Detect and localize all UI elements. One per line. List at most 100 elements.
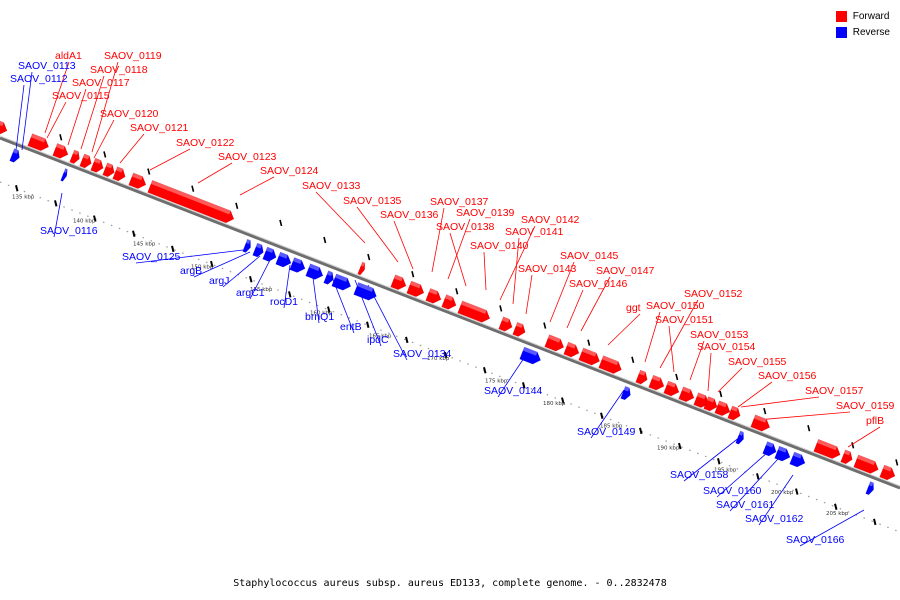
forward-gene-body [52,143,69,159]
forward-gene-leader [689,340,705,381]
upper-tick [543,322,547,329]
reverse-gene-label: SAOV_0166 [786,534,845,546]
reverse-gene-shine [868,481,874,487]
upper-tick [807,425,811,432]
forward-gene-body [578,347,600,366]
upper-tick [587,339,591,346]
upper-tick [499,305,503,312]
forward-gene-leader [93,119,115,159]
reverse-gene [323,270,334,285]
reverse-gene [9,148,20,163]
forward-gene-label: SAOV_0147 [596,265,655,277]
reverse-gene-shine [738,430,744,436]
upper-tick [895,459,899,466]
forward-gene-label: SAOV_0146 [569,278,628,290]
forward-gene-label: SAOV_0142 [521,214,580,226]
forward-gene-body [357,261,366,276]
reverse-gene-leader [53,192,63,238]
reverse-gene-body [620,385,631,401]
reverse-gene-body [353,282,377,301]
forward-gene [69,149,80,164]
forward-gene [457,300,491,323]
forward-gene-body [714,400,731,417]
forward-gene-leader [149,148,191,171]
forward-gene-label: SAOV_0150 [646,300,705,312]
forward-gene-leader [756,411,851,421]
scale-label: 195 kbp [714,468,737,474]
reverse-gene [762,441,777,457]
reverse-gene-label: SAOV_0144 [484,385,543,397]
forward-gene [52,143,69,159]
forward-gene-shine [515,322,523,329]
forward-gene-body [441,294,457,310]
forward-gene-shine [409,280,421,289]
forward-gene-shine [856,454,876,465]
forward-gene-shine [717,400,727,408]
forward-gene-leader [847,426,881,448]
forward-gene-leader [393,220,414,270]
forward-gene-body [498,316,513,332]
upper-tick [411,271,415,278]
forward-gene-body [544,334,565,352]
reverse-gene-leader [799,509,865,547]
forward-gene [727,405,741,421]
forward-gene-leader [580,276,611,332]
scale-tick [405,336,409,344]
reverse-gene-leader [497,357,525,398]
scale-tick [210,260,214,268]
upper-tick [59,134,63,141]
forward-gene-label: SAOV_0159 [836,400,895,412]
forward-gene [441,294,457,310]
scale-tick [834,503,838,510]
scale-tick [561,397,565,404]
upper-tick [763,407,767,415]
forward-gene-shine [638,370,646,376]
forward-gene-leader [607,313,641,346]
reverse-gene-body [519,346,541,365]
reverse-gene-label: SAOV_0125 [122,251,181,263]
forward-gene [840,449,853,465]
forward-gene-shine [666,380,676,388]
forward-gene-leader [717,367,743,393]
scale-label: 180 kbp [543,401,566,407]
reverse-gene [289,257,306,273]
reverse-gene-shine [265,246,274,254]
forward-gene-shine [696,392,706,400]
forward-gene [102,162,115,178]
reverse-gene-shine [63,168,68,173]
reverse-gene-body [762,441,777,457]
forward-gene-label: SAOV_0154 [697,341,756,353]
upper-tick [191,185,195,192]
forward-gene [79,153,92,169]
forward-gene-leader [80,75,105,150]
reverse-gene-shine [356,282,374,292]
reverse-gene-leader [193,251,251,278]
forward-gene [635,369,648,385]
scale-label: 205 kbp [826,511,849,517]
reverse-gene [620,385,631,401]
scale-tick [444,351,448,359]
reverse-gene [275,251,292,268]
legend-item-reverse: Reverse [835,24,890,40]
reverse-gene-leader [222,255,261,288]
forward-gene-body [703,396,718,412]
forward-gene-leader [46,101,67,139]
scale-label: 150 kbp [191,264,214,270]
reverse-gene-label: SAOV_0161 [716,499,775,511]
scale-tick [717,457,721,465]
forward-gene-leader [499,225,536,301]
forward-gene-label: SAOV_0156 [758,370,817,382]
reverse-gene-shine [777,446,787,453]
forward-gene-shine [0,119,4,127]
reverse-gene-shine [255,243,262,249]
forward-gene [663,380,680,397]
reverse-gene-leader [590,389,625,439]
forward-gene-label: SAOV_0152 [684,288,743,300]
reverse-gene-shine [623,386,630,392]
forward-gene-body [457,300,491,323]
reverse-gene-label: argJ [209,275,229,287]
forward-gene-shine [581,347,597,357]
forward-gene-label: SAOV_0120 [100,108,159,120]
scale-tick [873,518,877,526]
